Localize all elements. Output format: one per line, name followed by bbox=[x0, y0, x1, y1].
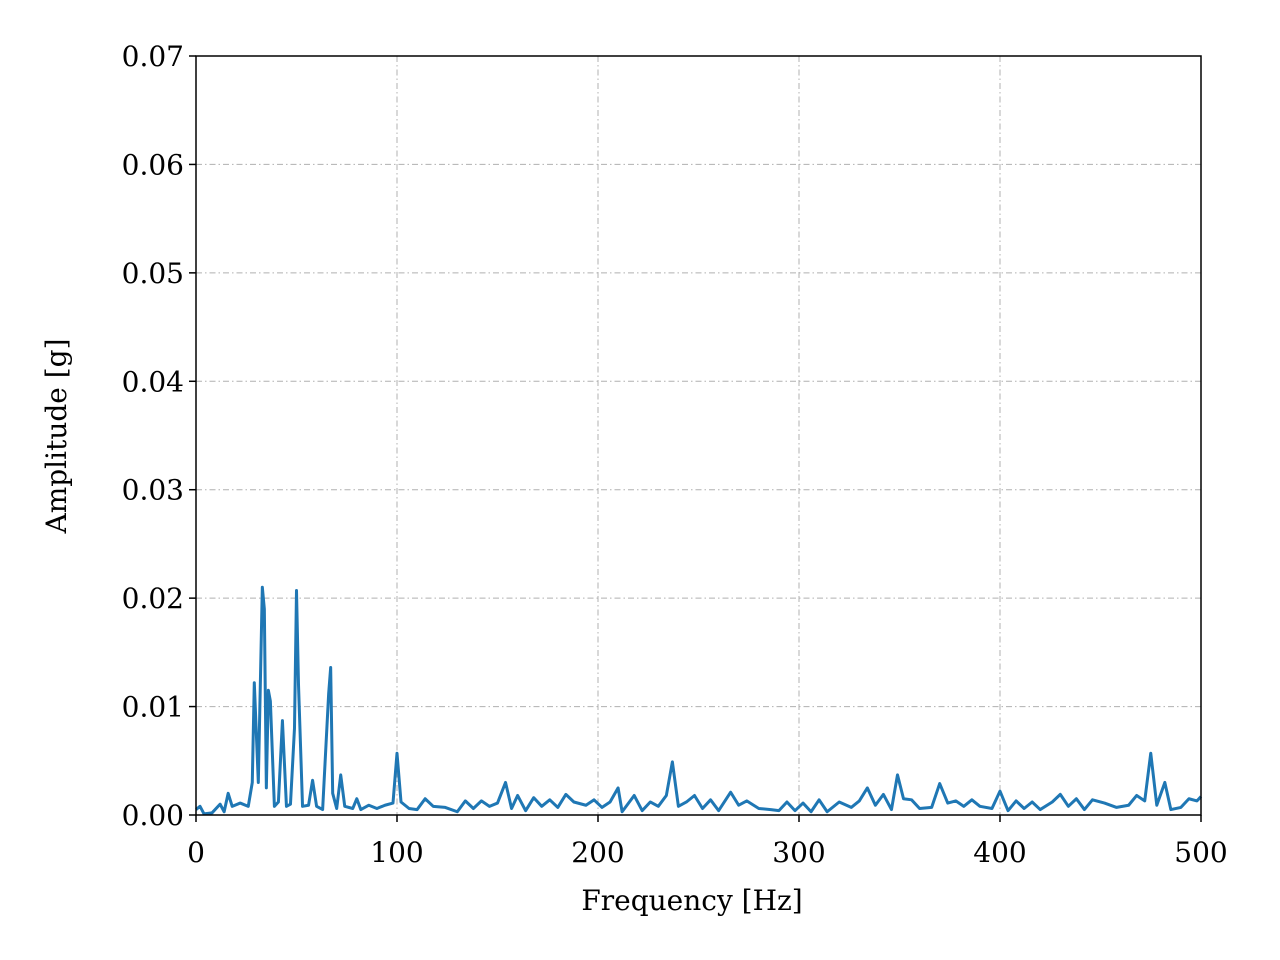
y-tick-label: 0.07 bbox=[122, 40, 184, 73]
x-tick-label: 500 bbox=[1174, 836, 1227, 869]
x-tick-label: 400 bbox=[973, 836, 1026, 869]
y-tick-label: 0.06 bbox=[122, 148, 184, 181]
y-tick-label: 0.04 bbox=[122, 365, 184, 398]
plot-frame bbox=[195, 55, 1202, 816]
y-axis-label: Amplitude [g] bbox=[40, 338, 73, 534]
y-tick-label: 0.02 bbox=[122, 582, 184, 615]
data-line bbox=[195, 585, 1203, 816]
y-tick-label: 0.01 bbox=[122, 691, 184, 724]
y-tick-label: 0.03 bbox=[122, 474, 184, 507]
x-tick-label: 300 bbox=[772, 836, 825, 869]
x-tick-label: 200 bbox=[571, 836, 624, 869]
x-axis-label: Frequency [Hz] bbox=[581, 884, 802, 917]
y-tick-label: 0.00 bbox=[122, 799, 184, 832]
x-tick-label: 0 bbox=[187, 836, 205, 869]
y-tick-label: 0.05 bbox=[122, 257, 184, 290]
x-tick-label: 100 bbox=[370, 836, 423, 869]
